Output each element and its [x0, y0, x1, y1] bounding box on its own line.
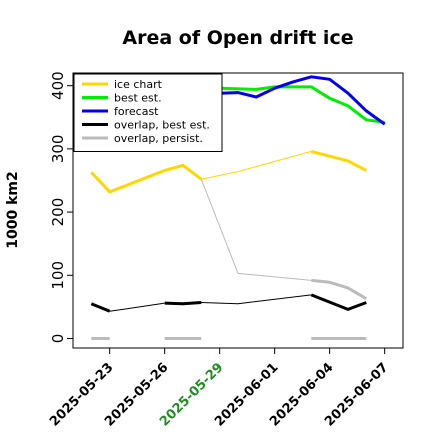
series-5-segment-1 [201, 294, 312, 305]
y-tick-label: 400 [49, 71, 67, 100]
series-4-segment-1 [164, 301, 202, 306]
y-axis: 0 100 200 300 400 [49, 71, 73, 343]
series-1 [201, 150, 312, 180]
x-axis: 2025-05-232025-05-262025-05-292025-06-01… [47, 348, 391, 430]
series-4-segment-2 [310, 293, 367, 311]
chart-title: Area of Open drift ice [122, 27, 353, 49]
legend-label: overlap, best est. [114, 119, 210, 132]
plot-frame [72, 72, 404, 349]
series-2-segment-0 [91, 85, 385, 124]
series-6 [91, 278, 368, 340]
series-3-segment-0 [91, 75, 386, 126]
series-5 [109, 294, 312, 312]
plot-lines [90, 75, 386, 340]
series-7 [200, 179, 312, 281]
y-tick-label: 100 [49, 261, 67, 290]
y-tick-label: 200 [49, 198, 67, 227]
series-4-segment-0 [90, 302, 111, 313]
legend-label: ice chart [114, 78, 163, 91]
y-axis-label: 1000 km2 [5, 171, 21, 248]
series-1-segment-0 [201, 150, 312, 180]
legend-label: overlap, persist. [114, 132, 203, 145]
series-7-segment-0 [200, 179, 312, 281]
series-0-segment-1 [310, 149, 367, 172]
series-6-segment-2 [311, 278, 368, 300]
series-2 [91, 85, 385, 124]
series-5-segment-0 [109, 302, 165, 312]
series-4 [90, 293, 367, 313]
series-3 [91, 75, 386, 126]
y-tick-label: 300 [49, 135, 67, 164]
legend-label: best est. [114, 92, 162, 105]
y-tick-label: 0 [49, 334, 67, 344]
series-0 [90, 149, 367, 194]
series-0-segment-0 [90, 163, 203, 194]
legend-label: forecast [114, 105, 159, 118]
